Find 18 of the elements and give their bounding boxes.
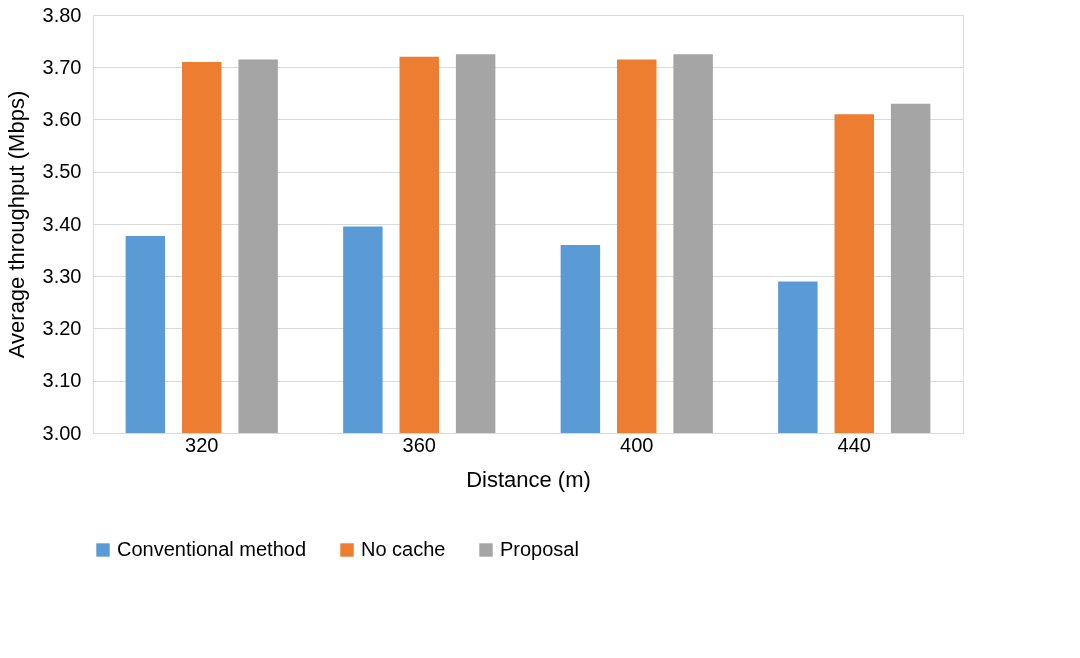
y-tick-label: 3.70 <box>42 55 82 78</box>
x-tick-label: 440 <box>837 433 871 456</box>
y-tick-label: 3.80 <box>42 3 82 26</box>
y-tick-label: 3.40 <box>42 212 82 235</box>
legend-label: Conventional method <box>117 538 307 560</box>
x-axis-title: Distance (m) <box>466 466 591 492</box>
y-tick-label: 3.00 <box>42 421 82 444</box>
x-tick-label: 400 <box>620 433 654 456</box>
x-tick-label: 320 <box>185 433 219 456</box>
x-tick-label: 360 <box>402 433 436 456</box>
y-tick-label: 3.30 <box>42 264 82 287</box>
y-axis-title: Average throughput (Mbps) <box>3 90 29 359</box>
y-tick-label: 3.20 <box>42 317 82 339</box>
y-tick-label: 3.60 <box>42 108 82 130</box>
y-tick-label: 3.10 <box>42 369 82 392</box>
legend-label: No cache <box>361 538 446 560</box>
y-tick-label: 3.50 <box>42 160 82 183</box>
legend-label: Proposal <box>500 538 579 560</box>
